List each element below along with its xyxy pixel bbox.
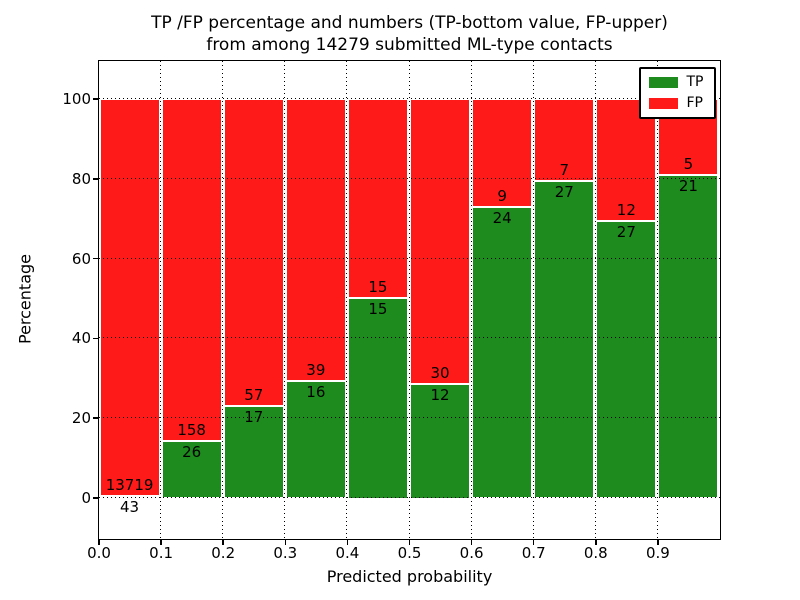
- y-tick-label: 0: [81, 489, 91, 507]
- bar-segment-fp: [100, 98, 159, 497]
- x-tick-label: 0.2: [211, 544, 236, 562]
- legend: TP FP: [638, 66, 716, 119]
- x-tick-label: 0.8: [583, 544, 608, 562]
- fp-count-label: 158: [177, 421, 206, 440]
- x-tick-mark: [160, 539, 162, 545]
- fp-count-label: 9: [497, 187, 507, 206]
- bar-segment-tp: [224, 405, 283, 498]
- chart-title-line1: TP /FP percentage and numbers (TP-bottom…: [151, 13, 668, 33]
- x-tick-mark: [595, 539, 597, 545]
- legend-label: TP: [686, 74, 704, 90]
- tp-count-label: 24: [492, 209, 512, 228]
- legend-swatch-tp: [648, 76, 678, 88]
- x-tick-mark: [470, 539, 473, 545]
- x-tick-label: 0.0: [87, 544, 111, 562]
- tp-count-label: 12: [430, 385, 450, 404]
- tp-count-label: 27: [554, 182, 574, 201]
- tp-count-label: 43: [120, 498, 140, 517]
- y-tick-label: 40: [71, 329, 91, 348]
- v-gridline: [594, 60, 596, 539]
- bar-segment-tp: [100, 496, 159, 498]
- x-tick-mark: [657, 539, 659, 545]
- x-tick-mark: [284, 539, 287, 545]
- bar-segment-tp: [411, 383, 470, 498]
- chart-title: TP /FP percentage and numbers (TP-bottom…: [99, 12, 720, 56]
- bar-segment-fp: [348, 98, 407, 298]
- v-gridline: [222, 60, 224, 539]
- v-gridline: [346, 60, 348, 539]
- tp-count-label: 16: [306, 383, 326, 402]
- bar-segment-fp: [162, 98, 221, 442]
- x-tick-mark: [532, 539, 535, 545]
- x-axis-label: Predicted probability: [326, 567, 493, 586]
- v-gridline: [470, 60, 472, 539]
- v-gridline: [532, 60, 534, 539]
- bar-segment-tp: [473, 207, 532, 498]
- x-tick-label: 0.4: [335, 544, 360, 562]
- v-gridline: [160, 60, 162, 539]
- tp-count-label: 21: [678, 177, 698, 196]
- legend-label: FP: [686, 95, 704, 111]
- y-tick-mark: [92, 337, 98, 340]
- fp-count-label: 12: [616, 201, 636, 220]
- x-tick-label: 0.6: [459, 544, 484, 562]
- y-tick-label: 20: [71, 409, 91, 428]
- bar-segment-fp: [411, 98, 470, 384]
- plot-area: TP FP 13719 43 158 26 57 17 39 16 15 15 30 12 9 24 7 27 1…: [97, 59, 721, 540]
- legend-swatch-fp: [648, 97, 678, 109]
- bar-segment-tp: [535, 180, 594, 498]
- y-tick-mark: [92, 98, 98, 100]
- tp-count-label: 15: [368, 300, 388, 318]
- tp-count-label: 26: [182, 443, 202, 462]
- bar-segment-tp: [162, 441, 221, 498]
- fp-count-label: 7: [559, 160, 570, 179]
- bar-segment-tp: [348, 298, 407, 498]
- bar-segment-fp: [286, 98, 345, 382]
- legend-item-tp: TP: [648, 74, 704, 91]
- x-tick-label: 0.1: [149, 544, 174, 562]
- bar-segment-fp: [535, 98, 594, 181]
- y-tick-mark: [92, 417, 98, 419]
- bar-segment-fp: [224, 98, 283, 406]
- bar-segment-tp: [659, 175, 718, 498]
- tp-count-label: 17: [244, 407, 264, 426]
- y-tick-mark: [92, 178, 98, 180]
- x-tick-label: 0.3: [273, 544, 298, 562]
- y-tick-mark: [92, 497, 98, 499]
- y-tick-label: 60: [71, 249, 91, 268]
- chart-title-line2: from among 14279 submitted ML-type conta…: [206, 35, 613, 55]
- bar-segment-tp: [597, 221, 656, 498]
- tp-count-label: 27: [616, 223, 636, 242]
- x-tick-label: 0.9: [645, 544, 670, 562]
- bar-segment-fp: [473, 98, 532, 208]
- x-tick-label: 0.5: [397, 544, 422, 562]
- legend-item-fp: FP: [648, 95, 704, 112]
- v-gridline: [284, 60, 286, 539]
- y-tick-mark: [92, 257, 98, 260]
- x-tick-mark: [408, 539, 411, 545]
- x-tick-label: 0.7: [521, 544, 546, 562]
- fp-count-label: 30: [430, 363, 450, 382]
- fp-count-label: 15: [368, 278, 388, 296]
- v-gridline: [408, 60, 410, 539]
- fp-count-label: 39: [306, 361, 326, 380]
- bar-segment-tp: [286, 381, 345, 498]
- x-tick-mark: [346, 539, 349, 545]
- y-tick-label: 80: [71, 169, 91, 188]
- v-gridline: [656, 60, 658, 539]
- x-tick-mark: [98, 539, 100, 545]
- fp-count-label: 13719: [105, 476, 154, 495]
- y-tick-label: 100: [62, 90, 91, 108]
- fp-count-label: 5: [683, 155, 694, 174]
- fp-count-label: 57: [244, 385, 264, 404]
- x-tick-mark: [222, 539, 224, 545]
